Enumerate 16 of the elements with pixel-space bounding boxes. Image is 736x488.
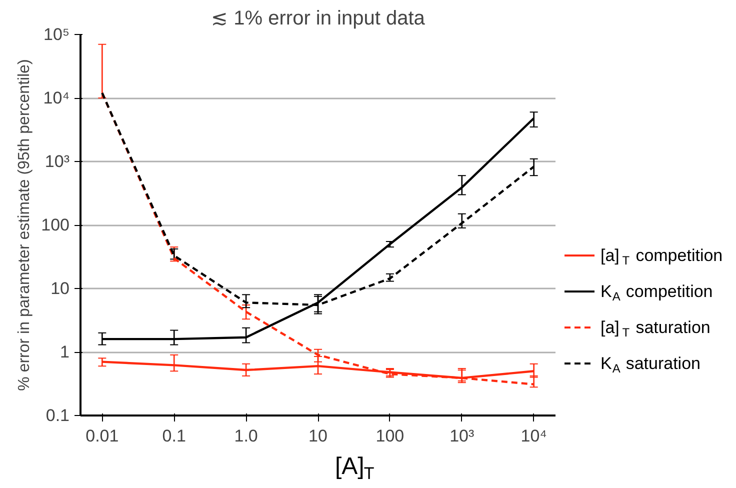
x-tick-label: 0.01	[86, 426, 119, 446]
y-tick-label: 1	[60, 342, 70, 362]
y-axis-title: % error in parameter estimate (95th percentile)	[16, 59, 34, 391]
y-tick-label: 10⁴	[43, 88, 70, 108]
x-tick-label: 10⁴	[520, 426, 547, 446]
y-tick-label: 10⁵	[44, 25, 70, 44]
chart-title: ≲ 1% error in input data	[211, 8, 426, 30]
x-tick-label: 0.1	[162, 426, 186, 446]
x-tick-label: 10	[308, 426, 328, 446]
y-tick-label: 100	[41, 216, 70, 234]
x-tick-label: 1.0	[234, 426, 258, 446]
y-tick-label: 0.1	[46, 406, 70, 425]
y-tick-label: 10	[50, 279, 70, 298]
x-tick-label: 100	[376, 426, 404, 446]
y-tick-label: 10³	[44, 152, 70, 171]
x-tick-label: 10³	[450, 426, 475, 446]
